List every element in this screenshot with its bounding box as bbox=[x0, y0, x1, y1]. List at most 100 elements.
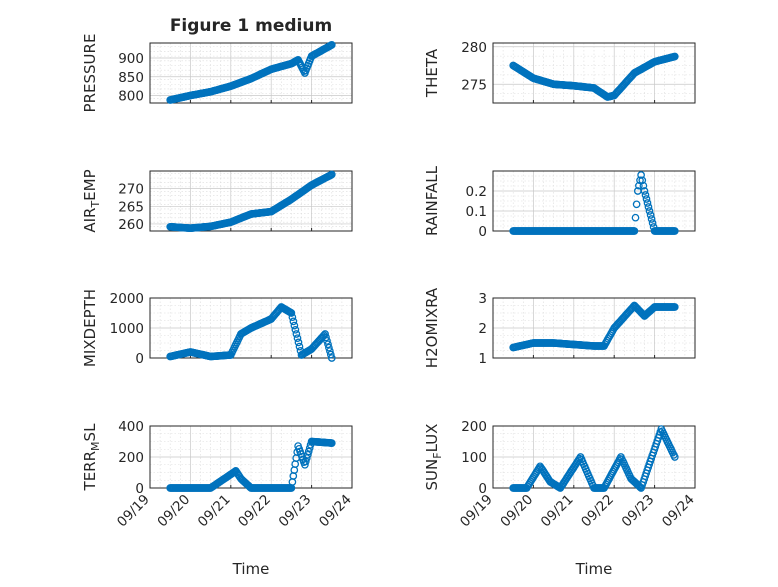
data-point bbox=[670, 227, 679, 235]
data-point bbox=[632, 200, 641, 209]
y-tick-label: 270 bbox=[118, 182, 144, 198]
data-point bbox=[289, 317, 298, 326]
data-point bbox=[646, 211, 655, 219]
x-tick-label: 09/23 bbox=[276, 492, 315, 531]
data-point bbox=[293, 334, 302, 343]
y-tick-label: 400 bbox=[118, 419, 144, 435]
data-point bbox=[327, 41, 336, 49]
data-point bbox=[301, 460, 309, 469]
x-tick-label: 09/21 bbox=[195, 492, 234, 531]
y-tick-label: 0.1 bbox=[466, 204, 487, 220]
y-tick-label: 0.2 bbox=[466, 184, 487, 200]
y-tick-label: 850 bbox=[118, 70, 144, 86]
y-axis-label: AIRTEMP bbox=[81, 169, 102, 232]
data-point bbox=[645, 207, 654, 215]
data-point bbox=[320, 331, 328, 340]
y-tick-label: 100 bbox=[461, 450, 487, 466]
y-tick-label: 2 bbox=[478, 321, 487, 337]
data-point bbox=[639, 181, 648, 190]
subplot-7: 0 200 400 09/19 09/20 09/21 09/22 09/23 09/24 TER… bbox=[81, 419, 355, 530]
data-point bbox=[642, 195, 651, 203]
subplot-1: 800 850 900 PRESSURE Figure 1 medium bbox=[81, 16, 353, 113]
subplot-6: 1 2 3 H2OMIXRA bbox=[423, 287, 696, 368]
data-point bbox=[637, 171, 645, 179]
data-point bbox=[287, 309, 296, 317]
x-tick-label: 09/20 bbox=[154, 492, 193, 531]
x-tick-label: 09/22 bbox=[578, 492, 617, 531]
data-point bbox=[635, 181, 643, 190]
subplot-2: 275 280 THETA bbox=[423, 40, 696, 104]
y-tick-label: 3 bbox=[478, 291, 487, 307]
axes-border bbox=[149, 297, 353, 359]
data-point bbox=[302, 454, 311, 462]
y-axis-label: MIXDEPTH bbox=[81, 289, 99, 367]
data-point bbox=[643, 199, 652, 207]
y-axis-label: TERRMSL bbox=[81, 423, 102, 492]
x-tick-label: 09/24 bbox=[316, 492, 355, 531]
data-point bbox=[295, 342, 304, 351]
data-point bbox=[291, 325, 300, 334]
y-axis-label: PRESSURE bbox=[81, 34, 99, 113]
data-point bbox=[640, 187, 649, 195]
y-tick-label: 2000 bbox=[110, 291, 144, 307]
y-axis-label: SUNFLUX bbox=[423, 424, 444, 491]
x-tick-label: 09/22 bbox=[235, 492, 274, 531]
data-point bbox=[670, 453, 679, 461]
data-point bbox=[325, 343, 333, 352]
axes-border bbox=[149, 42, 353, 104]
data-point bbox=[648, 219, 657, 227]
subplot-8: 0 100 200 09/19 09/20 09/21 09/22 09/23 09/24 SUN… bbox=[423, 419, 698, 530]
y-tick-label: 0 bbox=[135, 351, 144, 367]
data-point bbox=[326, 347, 334, 355]
data-point bbox=[327, 439, 336, 447]
data-point bbox=[326, 350, 335, 359]
data-point bbox=[288, 313, 297, 322]
y-tick-label: 0 bbox=[478, 224, 487, 240]
data-point bbox=[324, 340, 332, 349]
y-axis-label: H2OMIXRA bbox=[423, 287, 441, 368]
data-point bbox=[301, 457, 310, 466]
data-point bbox=[327, 354, 336, 362]
data-point bbox=[636, 176, 644, 185]
data-point bbox=[321, 330, 329, 338]
y-tick-label: 200 bbox=[118, 450, 144, 466]
data-point bbox=[327, 170, 336, 179]
data-point bbox=[670, 303, 679, 311]
y-tick-label: 1000 bbox=[110, 321, 144, 337]
data-point bbox=[631, 213, 640, 222]
data-point bbox=[292, 330, 301, 338]
subplot-5: 0 1000 2000 MIXDEPTH bbox=[81, 289, 353, 367]
y-tick-label: 0 bbox=[478, 481, 487, 497]
data-point bbox=[630, 227, 639, 235]
data-point bbox=[290, 321, 299, 330]
axes-border bbox=[492, 297, 696, 359]
data-point bbox=[294, 338, 303, 347]
x-tick-label: 09/19 bbox=[114, 492, 153, 531]
y-tick-label: 0 bbox=[135, 481, 144, 497]
subplot-grid: 800 850 900 PRESSURE Figure 1 medium 275 280 TH… bbox=[81, 16, 698, 530]
data-point bbox=[641, 191, 650, 199]
x-axis-label-left: Time bbox=[232, 560, 270, 578]
axes-border bbox=[492, 42, 696, 104]
y-tick-label: 275 bbox=[461, 77, 487, 93]
data-point bbox=[638, 176, 647, 185]
y-tick-label: 265 bbox=[118, 199, 144, 215]
x-tick-label: 09/20 bbox=[497, 492, 536, 531]
data-point bbox=[644, 203, 653, 211]
x-tick-label: 09/23 bbox=[619, 492, 658, 531]
y-tick-label: 200 bbox=[461, 419, 487, 435]
y-tick-label: 280 bbox=[461, 40, 487, 56]
x-tick-label: 09/19 bbox=[457, 492, 496, 531]
x-tick-label: 09/21 bbox=[538, 492, 577, 531]
y-tick-label: 800 bbox=[118, 89, 144, 105]
data-point bbox=[304, 447, 313, 456]
subplot-4: 0 0.1 0.2 RAINFALL bbox=[423, 165, 696, 240]
axes-border bbox=[149, 170, 353, 232]
data-point bbox=[322, 333, 330, 342]
y-tick-label: 1 bbox=[478, 351, 487, 367]
y-tick-label: 900 bbox=[118, 51, 144, 67]
data-point bbox=[303, 450, 312, 459]
y-tick-label: 260 bbox=[118, 217, 144, 233]
data-point bbox=[670, 52, 679, 61]
